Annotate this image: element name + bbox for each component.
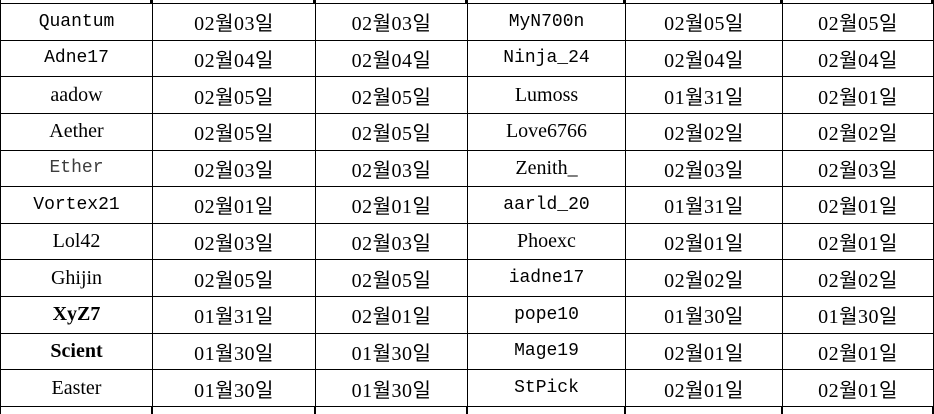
username-cell[interactable]: StPick (468, 370, 626, 407)
clipped-row-top (1, 0, 934, 4)
date-cell[interactable]: 01월31일 (153, 297, 316, 334)
date-cell[interactable]: 01월30일 (316, 370, 468, 407)
gridline-stub (468, 406, 626, 414)
gridline-stub (783, 406, 934, 414)
date-cell[interactable]: 02월01일 (783, 333, 934, 371)
date-cell[interactable]: 02월01일 (783, 77, 934, 114)
gridline-stub (626, 406, 783, 414)
table-row: XyZ7 01월31일 02월01일 pope10 01월30일 01월30일 (1, 297, 934, 334)
gridline-stub (1, 0, 153, 4)
date-cell[interactable]: 02월01일 (626, 370, 783, 407)
date-cell[interactable]: 02월05일 (153, 113, 316, 151)
date-cell[interactable]: 02월03일 (783, 150, 934, 188)
date-cell[interactable]: 02월05일 (316, 260, 468, 297)
username-cell[interactable]: aadow (1, 77, 153, 114)
username-cell[interactable]: Ninja_24 (468, 40, 626, 78)
date-cell[interactable]: 01월30일 (783, 297, 934, 334)
date-cell[interactable]: 02월04일 (316, 40, 468, 78)
table-body: Quantum 02월03일 02월03일 MyN700n 02월05일 02월05일 Ad… (1, 4, 934, 407)
table-row: Vortex21 02월01일 02월01일 aarld_20 01월31일 02월01일 (1, 187, 934, 224)
gridline-stub (783, 0, 934, 4)
date-cell[interactable]: 02월03일 (626, 150, 783, 188)
date-cell[interactable]: 02월02일 (626, 260, 783, 297)
table-row: Aether 02월05일 02월05일 Love6766 02월02일 02월02일 (1, 113, 934, 151)
username-cell[interactable]: Ether (1, 150, 153, 188)
date-cell[interactable]: 02월01일 (783, 223, 934, 261)
date-cell[interactable]: 02월04일 (153, 40, 316, 78)
date-cell[interactable]: 01월30일 (153, 370, 316, 407)
date-cell[interactable]: 02월01일 (626, 333, 783, 371)
username-cell[interactable]: Adne17 (1, 40, 153, 78)
gridline-stub (153, 406, 316, 414)
username-cell[interactable]: Zenith_ (468, 150, 626, 188)
date-cell[interactable]: 02월03일 (316, 4, 468, 41)
username-cell[interactable]: Ghijin (1, 260, 153, 297)
date-cell[interactable]: 02월03일 (153, 223, 316, 261)
username-cell[interactable]: Love6766 (468, 113, 626, 151)
date-cell[interactable]: 01월31일 (626, 187, 783, 224)
date-cell[interactable]: 02월03일 (316, 223, 468, 261)
table-row: Scient 01월30일 01월30일 Mage19 02월01일 02월01일 (1, 333, 934, 371)
table-row: Ether 02월03일 02월03일 Zenith_ 02월03일 02월03일 (1, 150, 934, 188)
table-row: Easter 01월30일 01월30일 StPick 02월01일 02월01일 (1, 370, 934, 407)
date-cell[interactable]: 02월05일 (316, 77, 468, 114)
date-cell[interactable]: 02월01일 (783, 187, 934, 224)
table-row: Adne17 02월04일 02월04일 Ninja_24 02월04일 02월04일 (1, 40, 934, 78)
gridline-stub (626, 0, 783, 4)
username-cell[interactable]: Scient (1, 333, 153, 371)
username-cell[interactable]: pope10 (468, 297, 626, 334)
date-cell[interactable]: 02월04일 (626, 40, 783, 78)
username-cell[interactable]: Lumoss (468, 77, 626, 114)
date-cell[interactable]: 02월02일 (783, 113, 934, 151)
gridline-stub (1, 406, 153, 414)
date-cell[interactable]: 02월05일 (153, 260, 316, 297)
gridline-stub (316, 0, 468, 4)
username-cell[interactable]: XyZ7 (1, 297, 153, 334)
date-cell[interactable]: 02월01일 (626, 223, 783, 261)
date-cell[interactable]: 02월05일 (153, 77, 316, 114)
date-cell[interactable]: 01월30일 (626, 297, 783, 334)
username-cell[interactable]: aarld_20 (468, 187, 626, 224)
date-cell[interactable]: 02월01일 (316, 297, 468, 334)
table-row: Quantum 02월03일 02월03일 MyN700n 02월05일 02월05일 (1, 4, 934, 41)
username-cell[interactable]: Easter (1, 370, 153, 407)
table-row: Lol42 02월03일 02월03일 Phoexc 02월01일 02월01일 (1, 223, 934, 261)
username-cell[interactable]: Vortex21 (1, 187, 153, 224)
username-cell[interactable]: Lol42 (1, 223, 153, 261)
date-cell[interactable]: 01월30일 (316, 333, 468, 371)
gridline-stub (153, 0, 316, 4)
gridline-stub (316, 406, 468, 414)
username-cell[interactable]: Aether (1, 113, 153, 151)
date-cell[interactable]: 02월05일 (783, 4, 934, 41)
date-cell[interactable]: 02월03일 (316, 150, 468, 188)
username-cell[interactable]: iadne17 (468, 260, 626, 297)
date-cell[interactable]: 02월03일 (153, 150, 316, 188)
username-cell[interactable]: Phoexc (468, 223, 626, 261)
date-cell[interactable]: 02월03일 (153, 4, 316, 41)
table-row: aadow 02월05일 02월05일 Lumoss 01월31일 02월01일 (1, 77, 934, 114)
username-cell[interactable]: MyN700n (468, 4, 626, 41)
date-cell[interactable]: 02월04일 (783, 40, 934, 78)
clipped-row-bottom (1, 406, 934, 414)
username-cell[interactable]: Quantum (1, 4, 153, 41)
date-cell[interactable]: 02월05일 (626, 4, 783, 41)
username-cell[interactable]: Mage19 (468, 333, 626, 371)
date-cell[interactable]: 01월31일 (626, 77, 783, 114)
date-cell[interactable]: 02월05일 (316, 113, 468, 151)
date-cell[interactable]: 01월30일 (153, 333, 316, 371)
date-cell[interactable]: 02월02일 (626, 113, 783, 151)
date-cell[interactable]: 02월01일 (316, 187, 468, 224)
gridline-stub (468, 0, 626, 4)
table-row: Ghijin 02월05일 02월05일 iadne17 02월02일 02월02일 (1, 260, 934, 297)
date-cell[interactable]: 02월02일 (783, 260, 934, 297)
date-cell[interactable]: 02월01일 (783, 370, 934, 407)
date-cell[interactable]: 02월01일 (153, 187, 316, 224)
